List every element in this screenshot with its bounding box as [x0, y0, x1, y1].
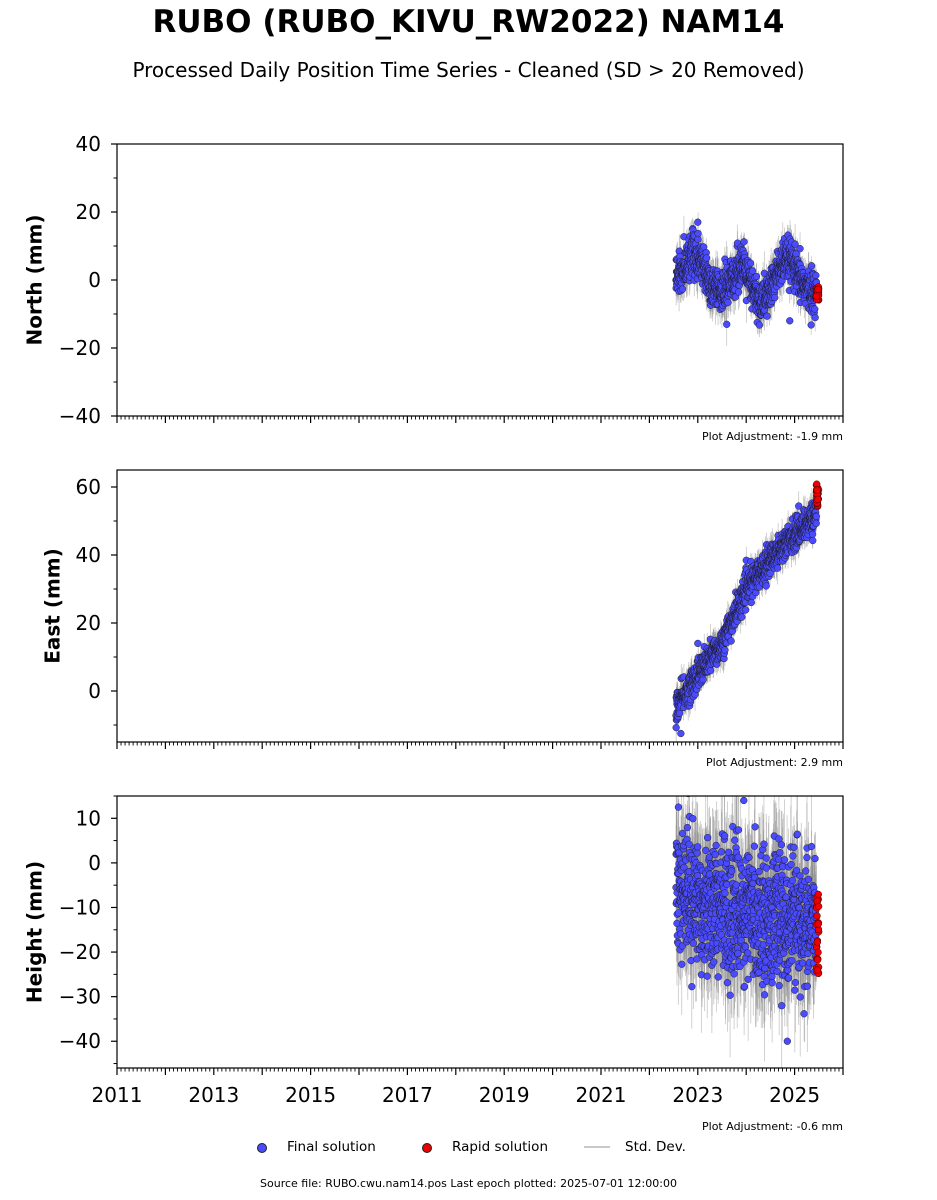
final-point: [740, 238, 748, 246]
plot-adjustment-note: Plot Adjustment: 2.9 mm: [706, 756, 843, 769]
final-point: [694, 639, 702, 648]
final-point: [786, 317, 794, 325]
rapid-point: [814, 495, 822, 503]
final-point: [747, 598, 755, 607]
final-point: [672, 724, 680, 732]
final-point: [807, 321, 815, 329]
y-axis-label: North (mm): [23, 214, 47, 345]
final-point: [795, 502, 803, 510]
rapid-solution-points: [812, 480, 823, 511]
final-point: [727, 637, 735, 645]
final-solution-points: [672, 218, 821, 329]
final-point: [763, 312, 771, 320]
panel-2: 0 20 40 60 East (mm) Plot Adjustment: 2.9 mm: [41, 469, 844, 769]
final-point: [677, 729, 685, 738]
final-point: [724, 298, 732, 307]
final-point: [809, 530, 817, 539]
final-point: [812, 512, 821, 521]
y-tick-label: 40: [76, 543, 101, 567]
final-point: [721, 646, 729, 654]
rapid-point: [812, 292, 821, 300]
final-point: [811, 305, 819, 313]
chart-subtitle: Processed Daily Position Time Series - C…: [132, 58, 805, 82]
final-point: [791, 240, 799, 248]
final-point: [676, 709, 684, 717]
final-point: [796, 245, 804, 253]
rapid-point: [814, 285, 822, 293]
plot-adjustment-note: Plot Adjustment: -1.9 mm: [702, 430, 843, 443]
y-tick-label: 20: [76, 611, 101, 635]
final-solution-points: [672, 498, 821, 738]
final-point: [746, 259, 755, 267]
final-point: [766, 569, 774, 577]
final-point: [694, 218, 702, 226]
final-point: [771, 293, 779, 302]
y-tick-label: −40: [59, 404, 101, 428]
final-point: [762, 582, 770, 590]
final-point: [774, 564, 782, 572]
final-point: [742, 606, 750, 614]
final-point: [723, 320, 731, 328]
final-point: [809, 536, 817, 545]
y-tick-label: 40: [76, 132, 101, 156]
final-point: [755, 321, 764, 329]
rapid-point: [813, 486, 821, 494]
y-tick-label: 60: [76, 475, 101, 499]
chart-title: RUBO (RUBO_KIVU_RW2022) NAM14: [152, 4, 785, 40]
final-point: [738, 613, 746, 621]
final-point: [811, 313, 819, 322]
final-point: [706, 667, 715, 675]
final-point: [752, 272, 761, 281]
panel-1: −40 −20 0 20 40 North (mm) Plot Adjustment: -1…: [23, 132, 844, 443]
final-point: [812, 519, 820, 527]
final-point: [702, 254, 711, 262]
final-point: [734, 288, 743, 296]
final-point: [694, 229, 702, 238]
rapid-solution-points: [812, 283, 823, 304]
data-layer: [672, 212, 823, 346]
y-tick-label: 20: [76, 200, 101, 224]
y-tick-label: −20: [59, 336, 101, 360]
y-tick-label: 0: [88, 679, 101, 703]
data-layer: [672, 796, 823, 1068]
final-point: [678, 285, 687, 293]
final-point: [748, 267, 757, 275]
final-point: [807, 262, 816, 270]
y-tick-label: 0: [88, 268, 101, 292]
final-point: [812, 271, 820, 280]
y-axis-label: East (mm): [41, 548, 65, 664]
data-layer: [672, 480, 823, 742]
